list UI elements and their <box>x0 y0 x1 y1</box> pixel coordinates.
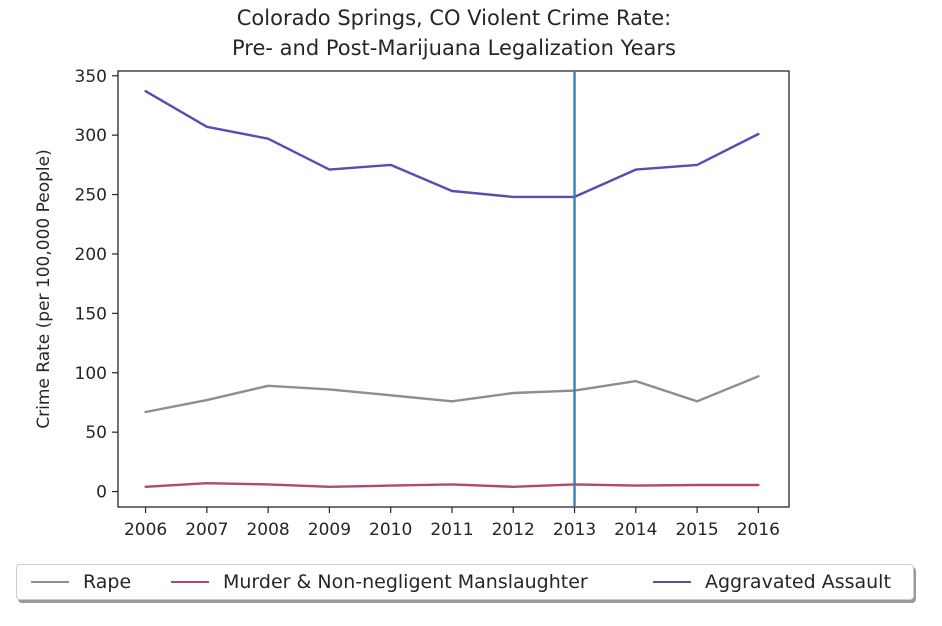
chart-subtitle: Pre- and Post-Marijuana Legalization Yea… <box>232 36 676 60</box>
x-tick-label: 2016 <box>737 520 780 540</box>
legend: Rape Murder & Non-negligent Manslaughter… <box>16 564 914 600</box>
legend-label-assault: Aggravated Assault <box>705 571 891 593</box>
x-tick-label: 2009 <box>308 520 351 540</box>
x-tick-label: 2008 <box>246 520 289 540</box>
x-tick-label: 2014 <box>614 520 657 540</box>
legend-item-murder: Murder & Non-negligent Manslaughter <box>171 565 588 599</box>
legend-label-murder: Murder & Non-negligent Manslaughter <box>223 571 588 593</box>
legend-swatch-murder <box>171 581 209 583</box>
series-line-rape <box>144 375 760 414</box>
x-tick-label: 2010 <box>369 520 412 540</box>
y-tick-label: 250 <box>75 186 107 206</box>
x-tick-label: 2015 <box>675 520 718 540</box>
y-tick-label: 0 <box>96 483 107 503</box>
y-tick-label: 150 <box>75 304 107 324</box>
y-tick-label: 300 <box>75 126 107 146</box>
legend-swatch-assault <box>653 581 691 583</box>
legend-item-assault: Aggravated Assault <box>653 565 891 599</box>
legend-item-rape: Rape <box>31 565 131 599</box>
legend-swatch-rape <box>31 581 69 583</box>
series-line-murder-non-negligent-manslaughter <box>144 482 760 488</box>
plot-frame <box>117 70 790 508</box>
x-tick-label: 2006 <box>124 520 167 540</box>
chart-title: Colorado Springs, CO Violent Crime Rate: <box>236 6 672 30</box>
y-tick-label: 100 <box>75 364 107 384</box>
y-tick-label: 50 <box>85 423 107 443</box>
x-tick-label: 2011 <box>430 520 473 540</box>
x-tick-label: 2007 <box>185 520 228 540</box>
x-tick-label: 2013 <box>553 520 596 540</box>
legend-label-rape: Rape <box>83 571 132 593</box>
x-tick-label: 2012 <box>492 520 535 540</box>
y-tick-label: 200 <box>75 245 107 265</box>
y-axis-label: Crime Rate (per 100,000 People) <box>34 149 54 428</box>
y-tick-label: 350 <box>75 67 107 87</box>
series-line-aggravated-assault <box>144 89 760 199</box>
